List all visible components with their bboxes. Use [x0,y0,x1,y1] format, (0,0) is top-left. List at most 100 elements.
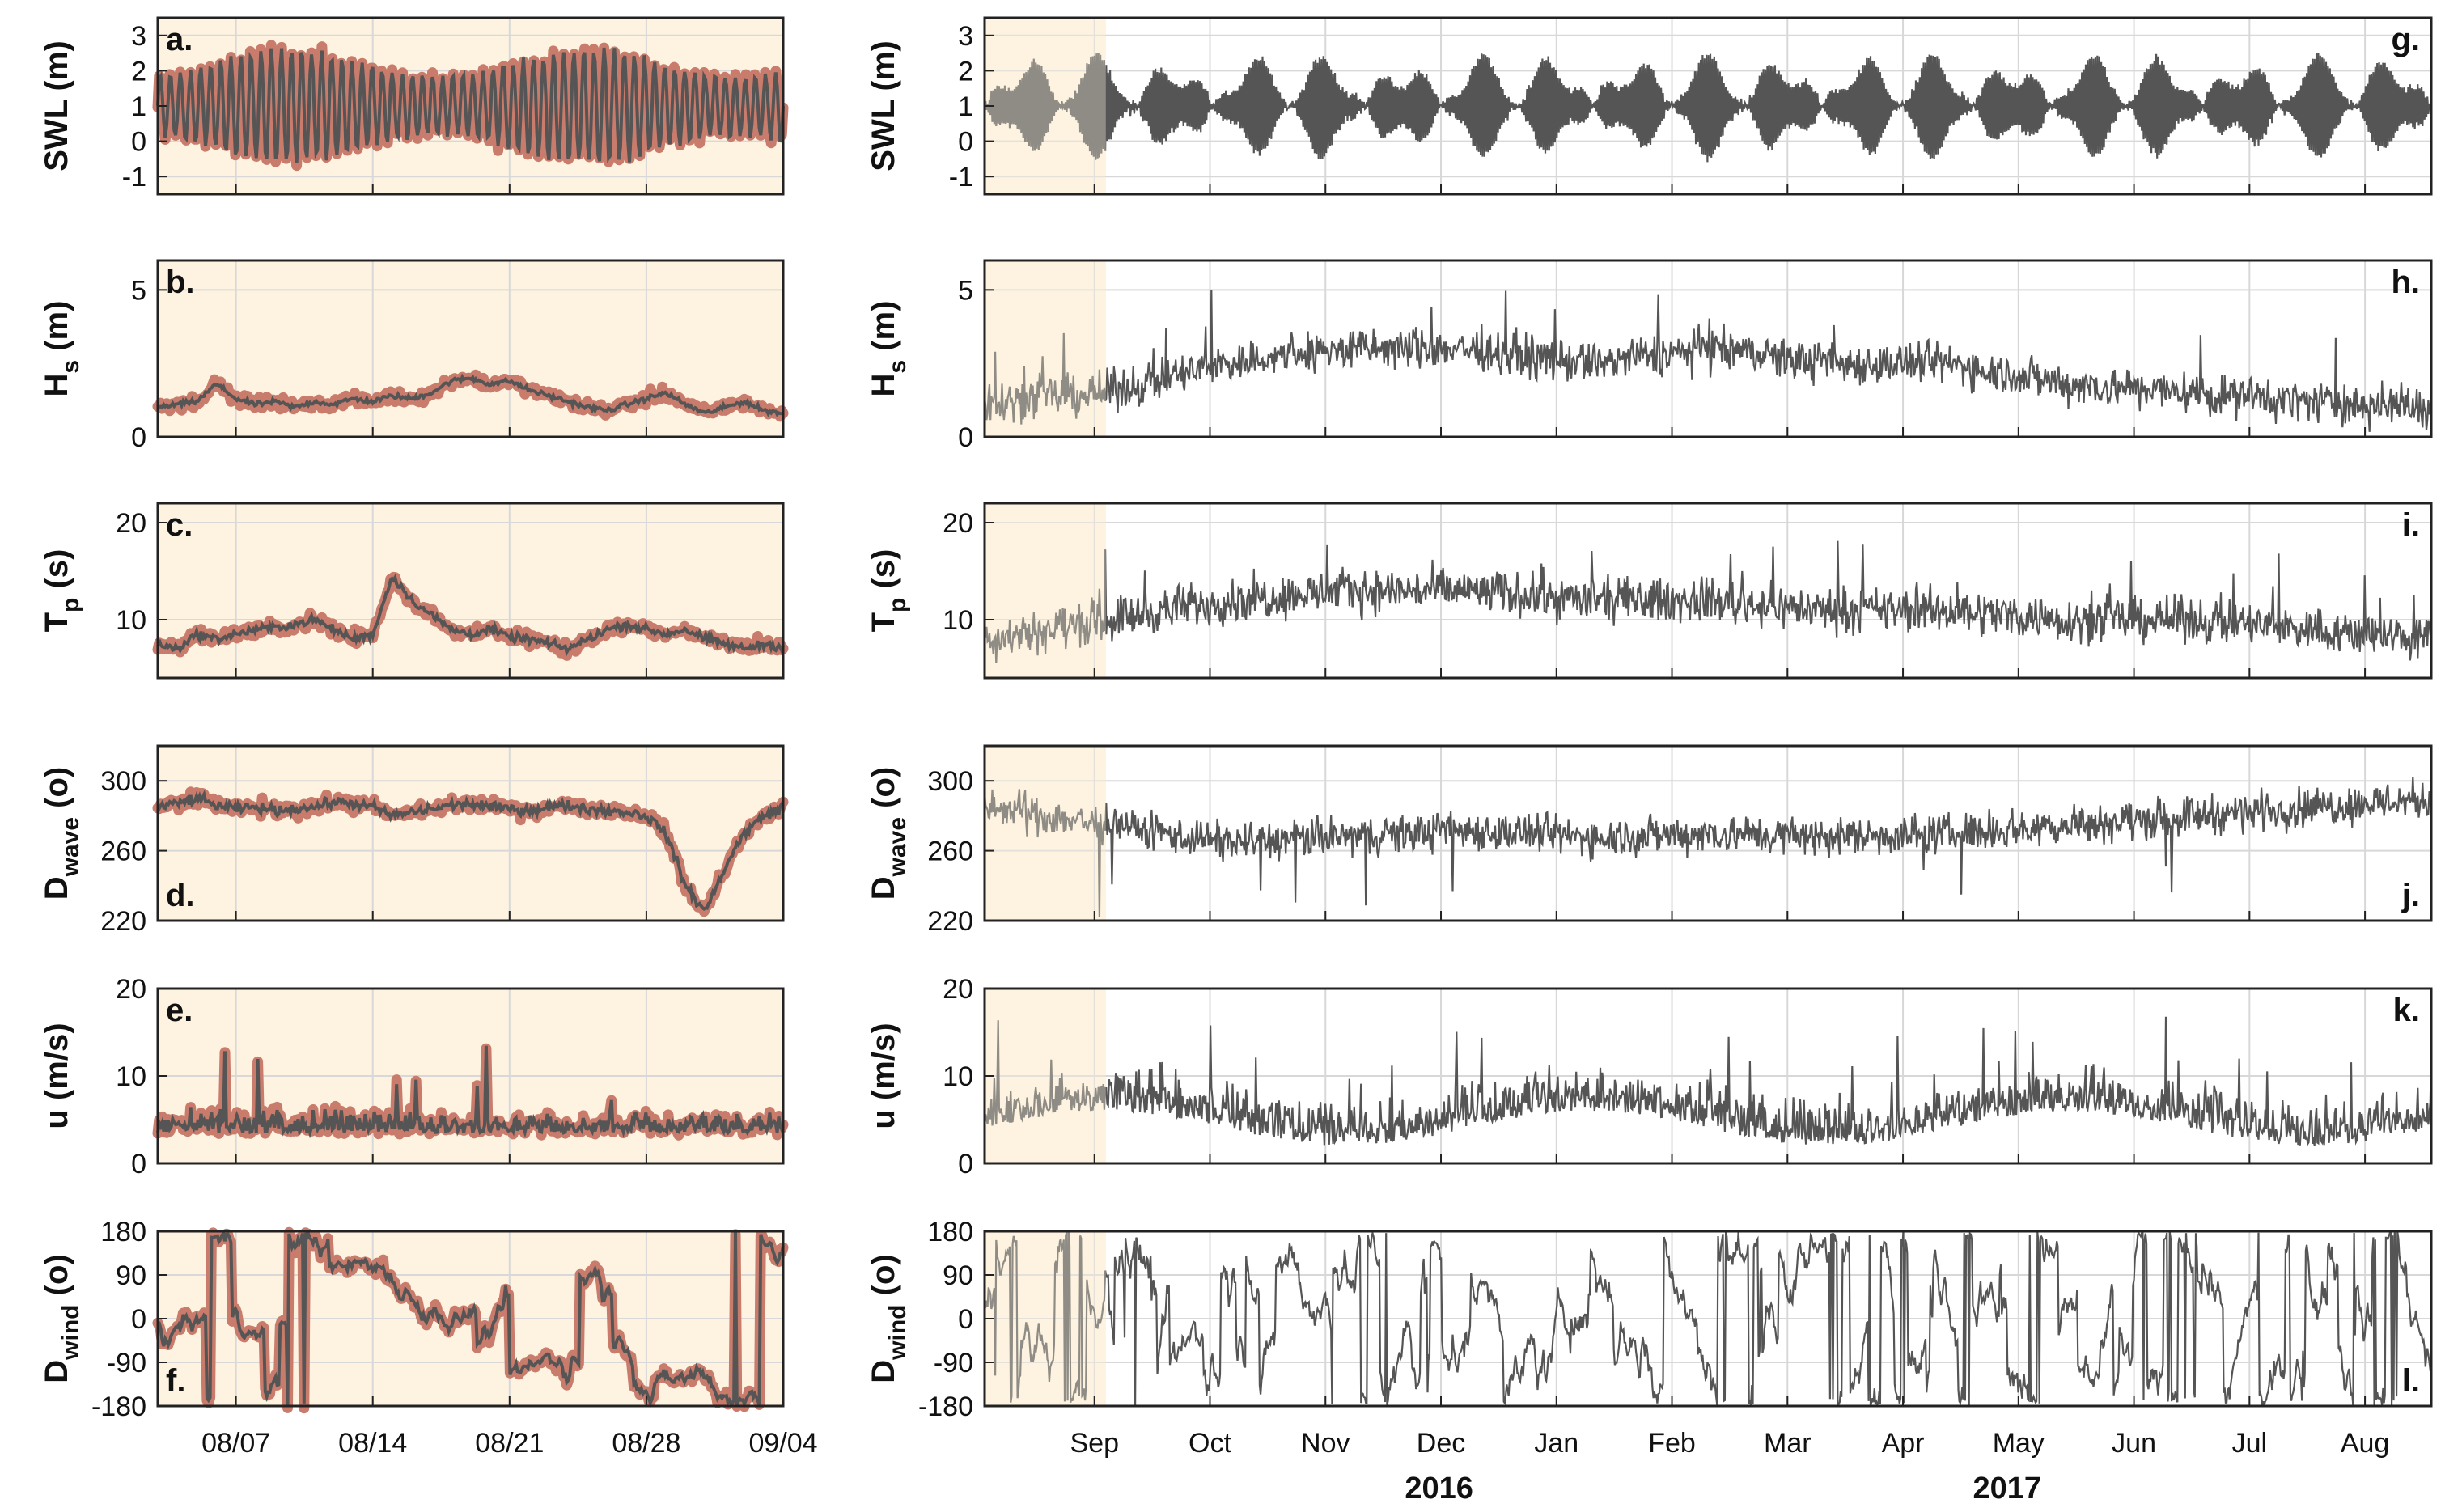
y-tick-label: 260 [927,836,973,867]
y-tick-label: 10 [116,1061,146,1092]
y-tick-label: -1 [949,162,973,193]
panel-frame [983,259,2433,438]
x-tick-label: 08/14 [338,1428,407,1459]
panel-label: k. [2393,993,2420,1028]
y-axis-label: SWL (m) [39,40,74,171]
x-tick-label: 08/07 [201,1428,270,1459]
data-layer [152,18,2433,1414]
y-tick-label: 260 [100,836,146,867]
year-label: 2016 [1405,1472,1473,1506]
y-tick-label: 1 [958,91,973,122]
x-tick-label: Feb [1648,1428,1696,1459]
series-line-observed [156,47,785,164]
y-tick-label: 1 [131,91,146,122]
y-tick-label: 220 [927,906,973,937]
shade-region [985,746,1106,921]
series-line-observed [157,373,784,418]
y-tick-label: 300 [927,766,973,797]
shade-overlay [985,989,1106,1163]
y-tick-label: 5 [131,275,146,306]
shade-overlay [985,503,1106,678]
y-tick-label: 0 [958,1149,973,1180]
panel-frame [983,16,2433,196]
panel-frame [156,16,785,196]
y-tick-label: 180 [100,1217,146,1247]
y-axis-label: Dwave (o) [866,767,911,900]
x-tick-label: Jul [2232,1428,2267,1459]
y-tick-label: 2 [958,56,973,87]
x-tick-label: Oct [1189,1428,1231,1459]
panel-label: i. [2402,507,2420,543]
y-tick-label: -90 [934,1348,973,1379]
y-tick-label: 10 [943,1061,973,1092]
panel-frame [983,987,2433,1165]
y-tick-label: 0 [131,127,146,158]
panel-frame [156,987,785,1165]
y-tick-label: 180 [927,1217,973,1247]
y-tick-label: 5 [958,275,973,306]
year-label: 2017 [1973,1472,2041,1506]
series-line-observed [156,573,785,657]
y-tick-label: 20 [116,974,146,1005]
panel-label: e. [166,993,193,1028]
shade-region [158,503,783,678]
x-tick-label: Dec [1417,1428,1465,1459]
y-axis-label: Tp (s) [39,549,84,633]
y-axis-label: Hs (m) [39,301,84,397]
y-tick-label: 0 [131,1149,146,1180]
y-tick-label: 0 [958,127,973,158]
x-tick-label: Jun [2112,1428,2156,1459]
y-tick-label: -90 [107,1348,146,1379]
x-tick-label: May [1993,1428,2045,1459]
panel-label: j. [2401,878,2420,913]
y-tick-label: 20 [943,974,973,1005]
panel-label: b. [166,265,195,300]
series-line-observed [156,790,785,912]
shade-overlay [985,1231,1106,1406]
y-tick-label: 3 [131,21,146,52]
x-tick-label: Nov [1301,1428,1350,1459]
panel-label: a. [166,22,193,57]
y-tick-label: 10 [116,605,146,636]
panel-frame [156,502,785,680]
y-tick-label: 20 [116,508,146,539]
x-tick-label: 09/04 [748,1428,817,1459]
x-tick-label: Jan [1534,1428,1578,1459]
panel-label: h. [2391,265,2420,300]
y-tick-label: 3 [958,21,973,52]
x-tick-label: 08/28 [612,1428,680,1459]
y-tick-label: 0 [131,422,146,453]
y-axis-label: Dwind (o) [39,1254,84,1383]
y-axis-label: Dwave (o) [39,767,84,900]
panel-label: g. [2391,22,2420,57]
x-tick-label: Apr [1882,1428,1925,1459]
frame-layer [156,16,2433,1408]
y-tick-label: 20 [943,508,973,539]
panel-frame [983,1230,2433,1408]
y-tick-label: -180 [91,1391,146,1422]
panel-frame [983,502,2433,680]
y-tick-label: 0 [958,1304,973,1335]
y-tick-label: -180 [918,1391,973,1422]
y-tick-label: 10 [943,605,973,636]
shade-layer [158,18,1106,1406]
series-line-observed [984,1230,2432,1407]
shade-overlay [985,746,1106,921]
series-line-observed [983,290,2433,432]
shade-region [158,746,783,921]
series-line-observed [983,777,2432,917]
y-tick-label: 220 [100,906,146,937]
series-line-observed [983,52,2432,163]
y-axis-label: u (m/s) [39,1023,74,1129]
y-tick-label: 300 [100,766,146,797]
panel-label: d. [166,878,195,913]
series-line-observed [983,1016,2433,1146]
y-tick-label: 0 [131,1304,146,1335]
y-tick-label: 90 [943,1260,973,1291]
series-line-observed [156,1229,785,1409]
y-tick-label: 90 [116,1260,146,1291]
panel-frame [156,1230,785,1408]
panel-frame [983,744,2433,922]
